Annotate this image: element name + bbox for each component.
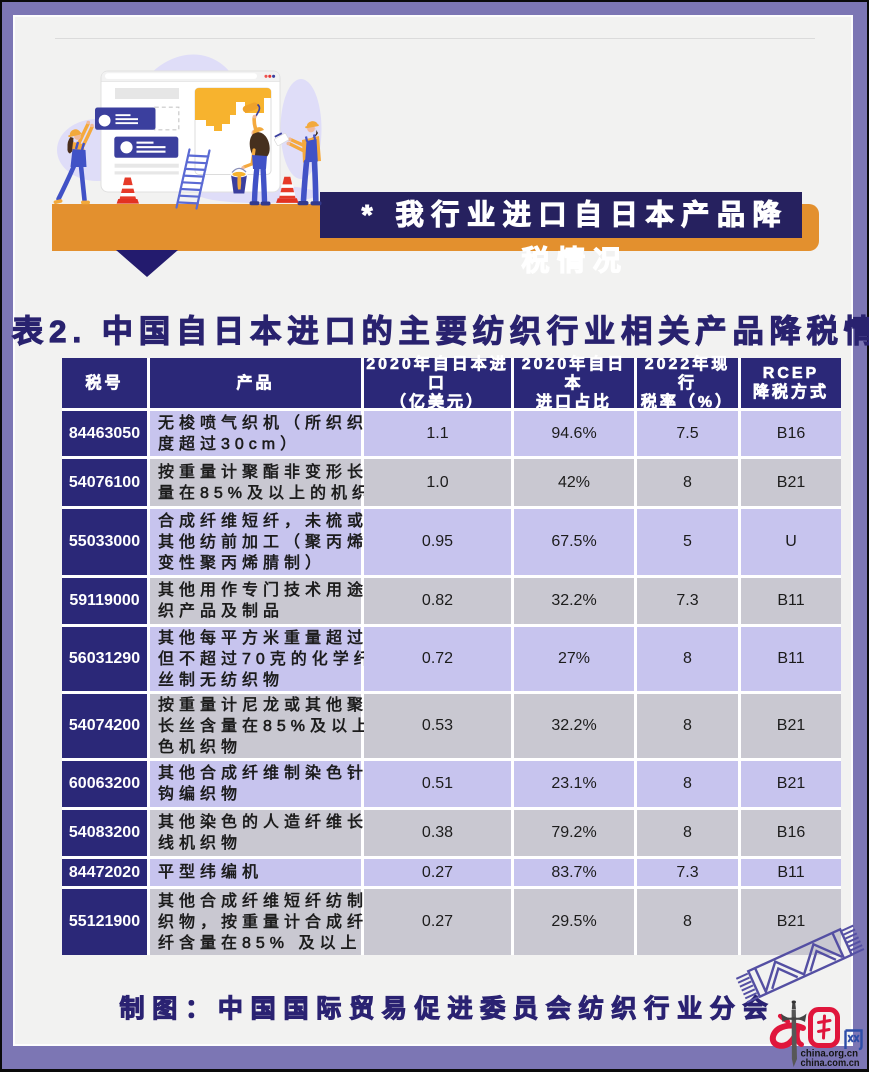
svg-text:china.org.cn: china.org.cn	[801, 1048, 859, 1060]
svg-text:china.com.cn: china.com.cn	[801, 1057, 860, 1069]
